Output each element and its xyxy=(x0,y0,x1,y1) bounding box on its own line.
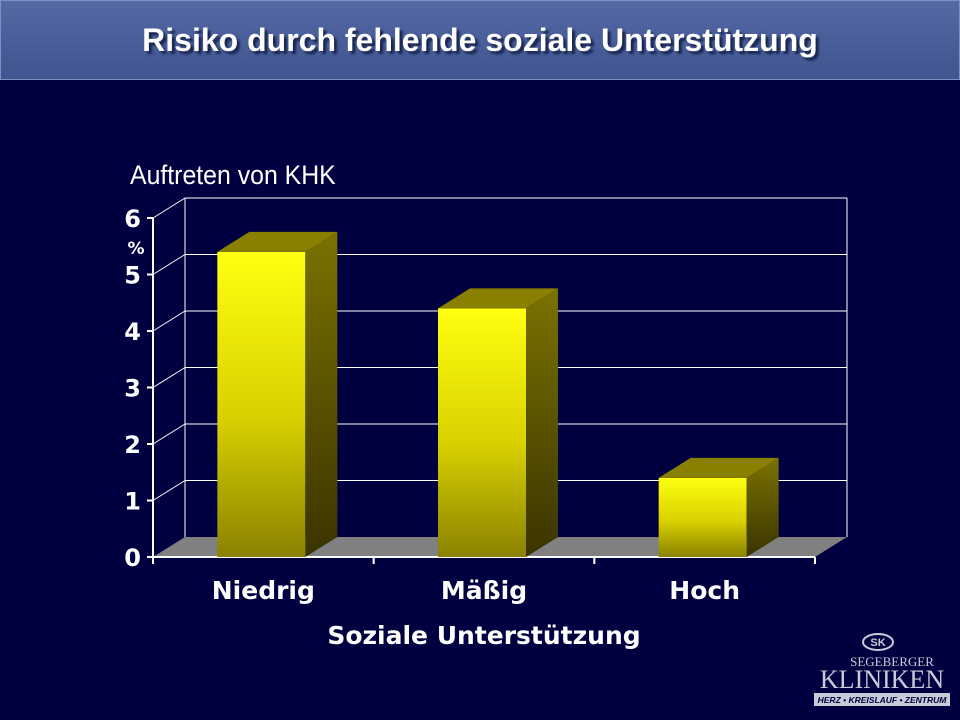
y-tick-label: 0 xyxy=(124,544,141,572)
y-tick-label: 3 xyxy=(124,375,141,403)
bar-niedrig xyxy=(217,231,338,557)
gridline-diagonal xyxy=(152,310,186,332)
x-category-label: Hoch xyxy=(669,576,740,605)
bars xyxy=(217,231,779,557)
y-tick-label: 1 xyxy=(124,488,141,516)
gridline-diagonal xyxy=(152,423,186,445)
bar-side xyxy=(746,457,779,557)
logo-monogram: SK xyxy=(870,637,885,649)
bar-front xyxy=(658,477,747,557)
logo-line3: HERZ • KREISLAUF • ZENTRUM xyxy=(818,695,948,705)
bar-top xyxy=(438,288,558,309)
logo-line1: SEGEBERGER xyxy=(850,654,934,669)
y-unit-label: % xyxy=(127,239,144,259)
y-tick-label: 2 xyxy=(124,431,141,459)
y-tick-label: 6 xyxy=(124,205,141,233)
bar-side xyxy=(305,231,338,557)
y-tick-label: 5 xyxy=(124,262,141,290)
gridline-diagonal xyxy=(152,197,186,219)
gridline-diagonal xyxy=(152,254,186,275)
gridline-diagonal xyxy=(152,480,186,501)
bar-hoch xyxy=(658,457,779,557)
bar-mäßig xyxy=(438,288,558,557)
x-axis-title: Soziale Unterstützung xyxy=(327,621,640,650)
logo-ring-icon xyxy=(862,633,894,651)
page-title: Risiko durch fehlende soziale Unterstütz… xyxy=(142,21,818,58)
logo-band xyxy=(814,693,950,706)
title-bar: Risiko durch fehlende soziale Unterstütz… xyxy=(0,0,960,80)
bar-front xyxy=(438,308,526,557)
y-tick-label: 4 xyxy=(124,318,141,346)
logo-line2: KLINIKEN xyxy=(820,665,944,694)
segeberger-kliniken-logo: SK SEGEBERGER KLINIKEN HERZ • KREISLAUF … xyxy=(814,633,950,706)
bar-top xyxy=(658,457,779,478)
x-category-label: Niedrig xyxy=(212,576,315,605)
chart-subtitle: Auftreten von KHK xyxy=(130,160,336,190)
labels: 0 1 2 3 4 5 6 Niedrig Mäßig Hoch xyxy=(124,205,740,605)
bar-side xyxy=(526,288,558,557)
bar-front xyxy=(217,251,306,557)
gridline-diagonal xyxy=(152,367,186,388)
bar-top xyxy=(217,231,338,252)
x-category-label: Mäßig xyxy=(441,576,527,605)
